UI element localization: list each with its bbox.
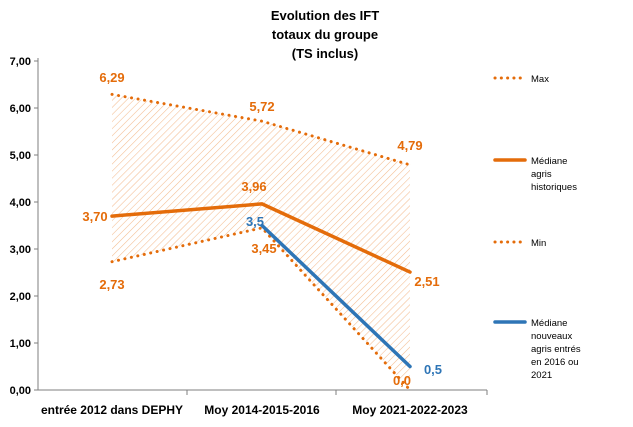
x-tick-label: Moy 2021-2022-2023 [352,403,468,417]
data-label-median-historic: 2,51 [414,274,439,289]
y-tick-label: 7,00 [10,56,31,68]
legend-label-median-new: agris entrés [531,344,581,355]
legend-label-median-new: Médiane [531,318,567,329]
data-label-min: 3,45 [251,241,276,256]
legend-label-median-new: nouveaux [531,331,572,342]
data-label-median-historic: 3,96 [241,179,266,194]
min-max-band [112,94,410,391]
data-label-max: 4,79 [397,138,422,153]
data-label-min: 0,0 [393,373,411,388]
chart-title-line-2: totaux du groupe [271,27,379,42]
legend-label-median-new: 2021 [531,370,552,381]
y-tick-label: 3,00 [10,244,31,256]
data-label-min: 2,73 [99,277,124,292]
chart-title: Evolution des IFT totaux du groupe (TS i… [250,6,400,63]
chart-title-line-1: Evolution des IFT [270,8,380,23]
x-tick-label: Moy 2014-2015-2016 [204,403,320,417]
series-line-median-new [260,223,412,369]
legend-label-median-historic: Médiane [531,156,567,167]
legend-label-max: Max [531,74,549,85]
y-tick-label: 4,00 [10,197,31,209]
y-tick-label: 2,00 [10,291,31,303]
data-label-max: 5,72 [249,99,274,114]
legend-label-median-new: en 2016 ou [531,357,579,368]
legend-label-median-historic: agris [531,169,552,180]
data-label-median-new: 3,5 [246,214,264,229]
y-tick-label: 1,00 [10,338,31,350]
legend-label-min: Min [531,238,546,249]
data-label-median-historic: 3,70 [82,209,107,224]
data-label-max: 6,29 [99,70,124,85]
data-label-median-new: 0,5 [424,362,442,377]
legend-label-median-historic: historiques [531,182,577,193]
x-tick-label: entrée 2012 dans DEPHY [41,403,183,417]
y-tick-label: 6,00 [10,103,31,115]
y-tick-label: 5,00 [10,150,31,162]
chart-title-line-3: (TS inclus) [291,46,359,61]
y-tick-label: 0,00 [10,385,31,397]
